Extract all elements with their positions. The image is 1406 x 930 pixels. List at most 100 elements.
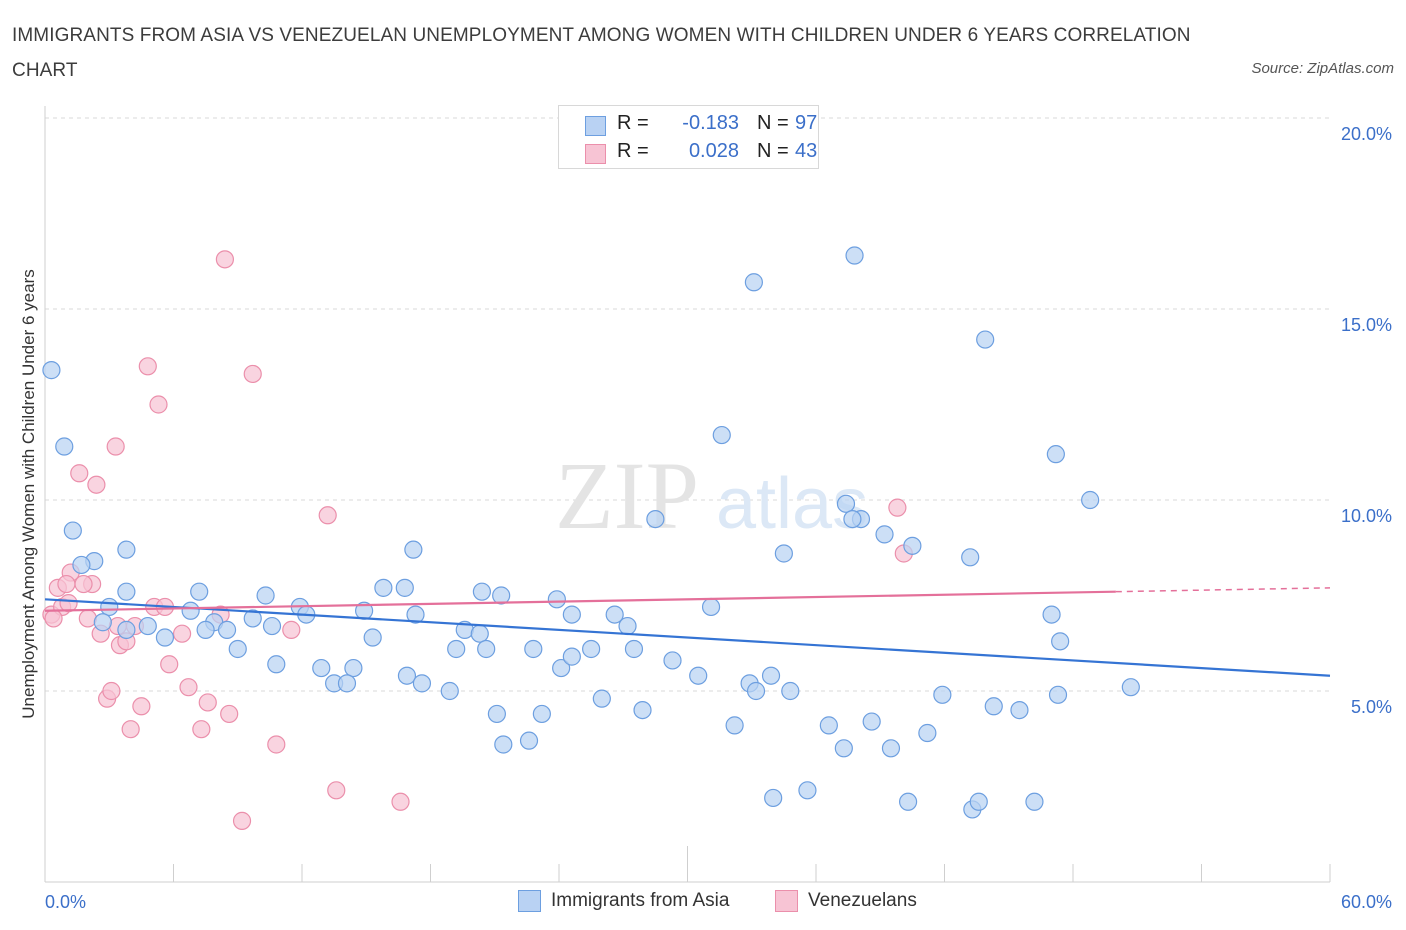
watermark: ZIP atlas xyxy=(555,442,868,549)
asia-point xyxy=(798,781,817,800)
asia-point xyxy=(689,666,708,685)
y-tick-label: 10.0% xyxy=(1341,506,1392,526)
asia-point xyxy=(487,704,506,724)
watermark-zip: ZIP xyxy=(555,442,699,549)
asia-point xyxy=(42,361,61,380)
asia-point xyxy=(1046,445,1065,464)
asia-point xyxy=(217,620,237,639)
asia-point xyxy=(744,273,763,292)
asia-point xyxy=(845,246,864,265)
asia-point xyxy=(256,586,275,605)
asia-point xyxy=(138,616,157,636)
asia-point xyxy=(440,681,459,701)
asia-point xyxy=(961,548,980,567)
asia-point xyxy=(605,605,624,624)
venezuelans-point xyxy=(198,693,217,712)
bottom-legend-swatch-asia xyxy=(518,890,541,912)
source-note: Source: ZipAtlas.com xyxy=(1251,60,1394,77)
asia-point xyxy=(363,628,382,647)
asia-point xyxy=(519,731,539,750)
y-tick-label: 15.0% xyxy=(1341,315,1392,335)
asia-point xyxy=(746,681,766,701)
asia-point xyxy=(862,712,881,731)
venezuelans-point xyxy=(102,681,121,701)
asia-point xyxy=(701,597,721,617)
asia-point xyxy=(918,723,937,743)
venezuelans-point xyxy=(44,609,63,628)
asia-point xyxy=(781,681,800,701)
asia-point xyxy=(933,685,952,704)
asia-point xyxy=(618,616,637,636)
asia-point xyxy=(404,540,423,559)
asia-point xyxy=(72,555,91,575)
asia-point xyxy=(1081,490,1100,510)
venezuelans-point xyxy=(282,620,301,639)
asia-point xyxy=(267,655,286,674)
asia-point xyxy=(898,792,918,811)
venezuelans-point xyxy=(232,811,252,830)
asia-point xyxy=(592,689,611,708)
asia-point xyxy=(155,628,175,647)
venezuelans-trend-extension xyxy=(1115,587,1331,593)
asia-point xyxy=(663,651,682,670)
asia-point xyxy=(646,509,665,529)
asia-point xyxy=(374,578,393,597)
venezuelans-point xyxy=(78,609,97,628)
asia-point xyxy=(969,792,988,811)
venezuelans-point xyxy=(888,498,907,517)
asia-point xyxy=(100,597,119,617)
stats-legend: R = -0.183 N = 97 R = 0.028 N = 43 xyxy=(558,105,819,169)
venezuelans-point xyxy=(70,464,89,483)
asia-point xyxy=(547,590,566,609)
venezuelans-point xyxy=(215,250,234,269)
venezuelans-point xyxy=(192,720,211,739)
asia-point xyxy=(1048,685,1068,704)
asia-point xyxy=(447,639,466,659)
trend-lines xyxy=(44,587,1331,677)
asia-point xyxy=(397,666,417,685)
venezuelans-point xyxy=(138,357,157,376)
axes xyxy=(44,106,1331,883)
asia-point xyxy=(181,601,200,620)
asia-point xyxy=(836,494,856,513)
asia-point xyxy=(1051,632,1070,651)
asia-points xyxy=(42,246,1140,819)
venezuelans-point xyxy=(172,624,192,643)
legend-swatch-asia xyxy=(585,116,606,136)
asia-point xyxy=(712,425,731,445)
asia-point xyxy=(395,578,414,597)
asia-point xyxy=(55,437,74,456)
asia-point xyxy=(63,521,82,540)
venezuelans-point xyxy=(106,437,125,456)
asia-point xyxy=(406,605,425,624)
venezuelans-point xyxy=(149,395,168,414)
asia-trend-line xyxy=(44,598,1331,677)
bottom-legend-swatch-venezuelans xyxy=(775,890,798,912)
asia-point xyxy=(117,582,136,601)
asia-point xyxy=(412,674,432,693)
chart-title: IMMIGRANTS FROM ASIA VS VENEZUELAN UNEMP… xyxy=(12,25,1191,81)
legend-r-label: R = xyxy=(617,112,649,134)
asia-point xyxy=(243,609,262,628)
legend-r-value: -0.183 xyxy=(682,112,739,134)
asia-point xyxy=(472,582,491,601)
asia-point xyxy=(843,509,862,529)
legend-n-label: N = xyxy=(757,112,789,134)
asia-point xyxy=(1010,700,1029,720)
asia-point xyxy=(93,613,112,632)
asia-point xyxy=(582,639,601,659)
asia-point xyxy=(190,582,209,601)
asia-point xyxy=(196,620,215,639)
venezuelans-point xyxy=(391,792,410,811)
venezuelans-point xyxy=(179,678,198,697)
asia-point xyxy=(764,788,783,808)
asia-point xyxy=(494,735,513,754)
asia-point xyxy=(470,624,489,643)
venezuelans-point xyxy=(243,364,262,384)
gridlines xyxy=(45,117,1330,692)
venezuelans-trend-line xyxy=(44,590,1116,612)
asia-point xyxy=(117,620,136,639)
venezuelans-point xyxy=(121,720,140,739)
legend-swatch-venezuelans xyxy=(585,144,606,164)
